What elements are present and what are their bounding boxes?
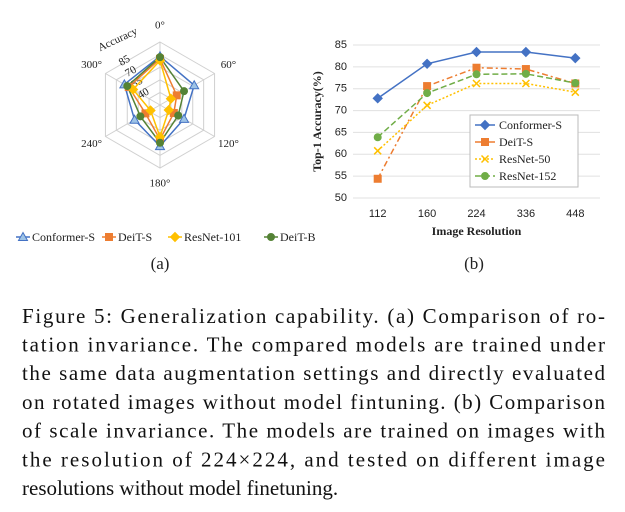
legend-marker — [17, 231, 29, 241]
y-tick-label: 65 — [335, 126, 347, 138]
radar-point — [180, 87, 189, 96]
legend-marker — [267, 233, 275, 241]
legend-marker — [480, 154, 490, 164]
data-point — [571, 79, 580, 88]
radar-point — [156, 138, 164, 147]
caption-line: resolutions without model finetuning. — [22, 476, 338, 500]
legend-label: ResNet-50 — [499, 152, 550, 166]
y-tick-label: 80 — [335, 61, 347, 73]
data-point — [423, 101, 432, 110]
y-tick-label: 85 — [335, 39, 347, 51]
data-point — [423, 89, 432, 98]
data-point — [423, 82, 432, 91]
data-point — [520, 46, 532, 58]
panel-label: (b) — [464, 254, 484, 273]
radar-point — [129, 114, 140, 124]
legend-label: ResNet-101 — [184, 230, 241, 244]
caption-line: the resolution of 224×224, and tested on… — [22, 447, 605, 471]
x-tick-label: 160 — [418, 208, 436, 220]
x-tick-label: 112 — [369, 208, 387, 220]
data-point — [373, 174, 382, 183]
data-point — [373, 146, 382, 155]
data-point — [521, 79, 530, 88]
x-axis-title: Image Resolution — [432, 224, 522, 238]
data-point — [571, 88, 580, 97]
y-tick-label: 50 — [335, 192, 347, 204]
y-axis-title: Top-1 Accuracy(%) — [310, 71, 324, 172]
panel-label: (a) — [151, 254, 170, 273]
data-point — [421, 58, 433, 70]
data-point — [472, 70, 481, 79]
data-point — [373, 133, 382, 142]
x-tick-label: 448 — [566, 208, 584, 220]
y-tick-label: 75 — [335, 83, 347, 95]
radar-point — [145, 105, 156, 116]
radar-point — [156, 53, 164, 62]
y-tick-label: 55 — [335, 170, 347, 182]
angle-label: 300° — [81, 59, 102, 71]
data-point — [472, 63, 481, 72]
data-point — [471, 46, 482, 58]
data-point — [372, 93, 383, 104]
x-tick-label: 224 — [467, 208, 485, 220]
angle-label: 240° — [81, 138, 102, 150]
radar-point — [188, 79, 200, 90]
y-tick-label: 60 — [335, 148, 347, 160]
r-axis-label: Accuracy — [96, 25, 140, 54]
legend-marker — [169, 231, 181, 243]
radar-point — [174, 111, 183, 120]
caption-line: the same data augmentation settings and … — [22, 361, 606, 385]
legend-label: Conformer-S — [32, 230, 95, 244]
caption-line: of scale invariance. The models are trai… — [22, 419, 606, 443]
legend-marker — [479, 119, 491, 131]
radar-point — [123, 82, 132, 91]
angle-label: 0° — [155, 20, 165, 32]
angle-label: 120° — [218, 138, 239, 150]
legend-label: DeiT-S — [118, 230, 152, 244]
radar-point — [172, 91, 181, 100]
legend-label: DeiT-S — [499, 135, 533, 149]
y-tick-label: 70 — [335, 104, 347, 116]
radar-point — [178, 113, 190, 123]
legend-marker — [105, 233, 113, 241]
caption-line: Figure 5: Generalization capability. (a)… — [22, 304, 605, 328]
radar-point — [136, 112, 145, 121]
data-point — [521, 69, 530, 78]
angle-label: 180° — [150, 178, 171, 190]
radar-point — [165, 93, 177, 104]
legend-label: ResNet-152 — [499, 169, 556, 183]
radar-point — [163, 104, 174, 116]
caption-line: tation invariance. The compared models a… — [22, 333, 605, 357]
legend-label: DeiT-B — [280, 230, 316, 244]
data-point — [472, 79, 481, 88]
data-point — [570, 52, 581, 64]
caption-line: on rotated images without model fintunin… — [22, 390, 606, 414]
legend-label: Conformer-S — [499, 118, 562, 132]
angle-label: 60° — [221, 59, 236, 71]
x-tick-label: 336 — [517, 208, 535, 220]
legend-marker — [481, 172, 489, 180]
legend-marker — [481, 138, 489, 146]
